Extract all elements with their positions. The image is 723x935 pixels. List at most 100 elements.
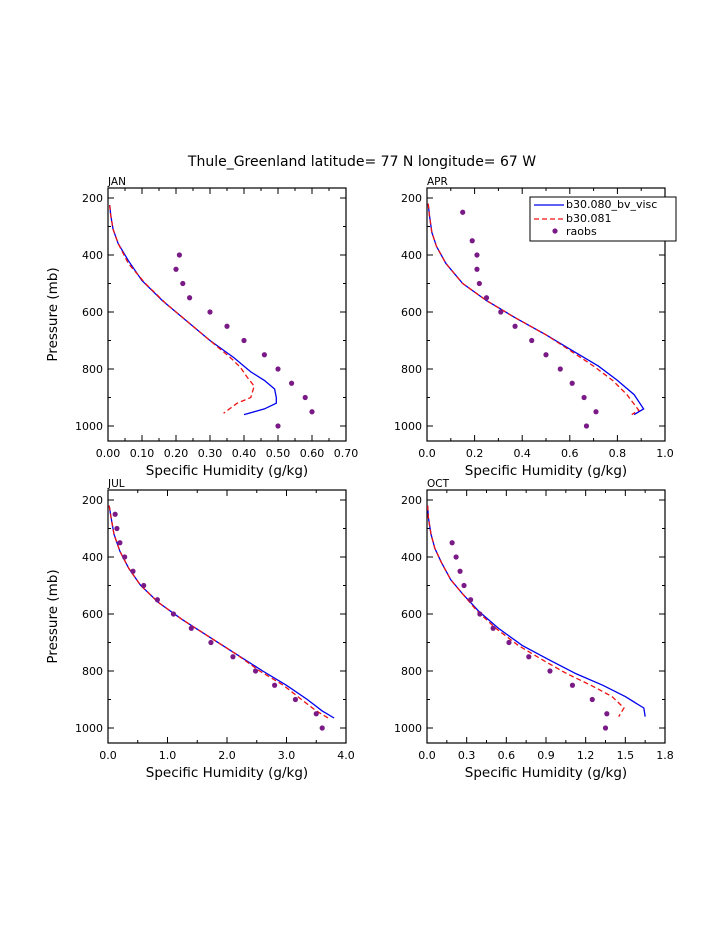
raobs-point [474, 266, 480, 272]
raobs-point [173, 266, 179, 272]
raobs-point [275, 423, 281, 429]
raobs-point [547, 668, 553, 674]
panel-label: JUL [107, 478, 125, 490]
panel-jul: JUL 0.0 1.0 2.0 3.0 4.0 200 400 600 800 1000 Specif… [45, 478, 355, 781]
raobs-point [302, 394, 308, 401]
series-line-b30-081 [108, 505, 329, 719]
raobs-point [292, 696, 299, 703]
raobs-point [543, 352, 549, 358]
raobs-point [122, 554, 128, 560]
raobs-point [474, 252, 480, 258]
raobs-point [449, 540, 455, 546]
y-tick-label: 1000 [75, 420, 103, 433]
x-tick-label: 1.5 [617, 749, 635, 762]
y-tick-label: 200 [82, 192, 103, 205]
raobs-point [230, 654, 236, 660]
raobs-point [261, 352, 267, 358]
x-tick-label: 3.0 [278, 749, 296, 762]
y-tick-label: 400 [82, 551, 103, 564]
raobs-point [602, 725, 609, 731]
y-tick-label: 600 [401, 306, 422, 319]
series-line-b30-081 [109, 205, 255, 414]
raobs-point [313, 711, 319, 717]
x-tick-label: 0.3 [458, 749, 476, 762]
y-tick-label: 800 [82, 665, 103, 678]
raobs-point [529, 337, 535, 344]
raobs-point [154, 597, 160, 603]
series-line-b30-080 [108, 505, 335, 719]
raobs-point [569, 682, 576, 688]
y-tick-label: 1000 [394, 722, 422, 735]
y-tick-label: 600 [82, 608, 103, 621]
y-tick-label: 200 [401, 494, 422, 507]
raobs-point [114, 525, 120, 532]
x-axis-title: Specific Humidity (g/kg) [146, 463, 308, 479]
raobs-point [170, 611, 177, 617]
x-tick-label: 0.60 [300, 447, 325, 460]
x-tick-label: 1.0 [656, 447, 674, 460]
raobs-point [188, 625, 194, 631]
x-tick-label: 1.2 [577, 749, 595, 762]
raobs-point [130, 568, 136, 574]
x-tick-label: 0.10 [130, 447, 155, 460]
y-tick-label: 400 [82, 249, 103, 262]
raobs-point [453, 554, 459, 560]
x-tick-label: 0.0 [418, 749, 436, 762]
raobs-point [141, 582, 147, 589]
legend-entry: b30.081 [566, 212, 611, 225]
y-tick-label: 400 [401, 551, 422, 564]
raobs-point [252, 668, 259, 674]
raobs-point [569, 380, 575, 386]
plot-frame [107, 187, 347, 442]
y-tick-label: 600 [401, 608, 422, 621]
x-tick-label: 2.0 [218, 749, 236, 762]
x-axis-title: Specific Humidity (g/kg) [465, 463, 627, 479]
panel-label: JAN [107, 176, 126, 188]
raobs-point [460, 209, 466, 215]
panel-label: APR [427, 176, 448, 188]
x-tick-label: 0.2 [466, 447, 484, 460]
raobs-point [224, 323, 230, 329]
y-axis-title: Pressure (mb) [45, 267, 61, 361]
raobs-point [289, 380, 295, 386]
raobs-point [272, 682, 278, 688]
plot-frame [107, 489, 347, 744]
raobs-point [498, 309, 504, 315]
raobs-point [461, 582, 467, 589]
panel-oct: OCT 0.0 0.3 0.6 0.9 1.2 1.5 1.8 200 400 600 800 1000… [394, 478, 674, 781]
raobs-point [241, 337, 247, 344]
x-tick-label: 0.8 [609, 447, 627, 460]
raobs-point [309, 409, 315, 415]
x-tick-label: 0.30 [198, 447, 223, 460]
raobs-point [275, 366, 281, 372]
raobs-point [512, 323, 518, 329]
y-tick-label: 200 [401, 192, 422, 205]
panel-jan: JAN 0.00 0.10 0.20 0.30 0.40 0.50 0.60 0.70 200 40… [45, 176, 358, 479]
raobs-point [207, 309, 213, 315]
y-tick-label: 1000 [75, 722, 103, 735]
raobs-point [583, 423, 590, 429]
x-tick-label: 0.6 [561, 447, 579, 460]
y-tick-label: 800 [401, 665, 422, 678]
series-line-b30-080 [427, 505, 646, 717]
y-tick-label: 800 [82, 363, 103, 376]
raobs-point [468, 597, 474, 603]
x-tick-label: 0.00 [96, 447, 121, 460]
raobs-point [506, 639, 512, 646]
raobs-point [526, 654, 532, 660]
legend-entry: b30.080_bv_visc [566, 198, 657, 211]
raobs-point [490, 625, 496, 631]
raobs-point [176, 252, 182, 258]
x-tick-label: 0.4 [513, 447, 531, 460]
y-tick-label: 400 [401, 249, 422, 262]
raobs-point [319, 725, 325, 731]
panel-apr: APR 0.0 0.2 0.4 0.6 0.8 1.0 200 400 600 800 1000 Spe… [394, 176, 674, 479]
raobs-point [557, 366, 563, 372]
raobs-point [208, 639, 214, 646]
y-tick-label: 600 [82, 306, 103, 319]
raobs-point [117, 540, 123, 546]
plot-frame [426, 489, 666, 744]
panel-label: OCT [427, 478, 450, 490]
